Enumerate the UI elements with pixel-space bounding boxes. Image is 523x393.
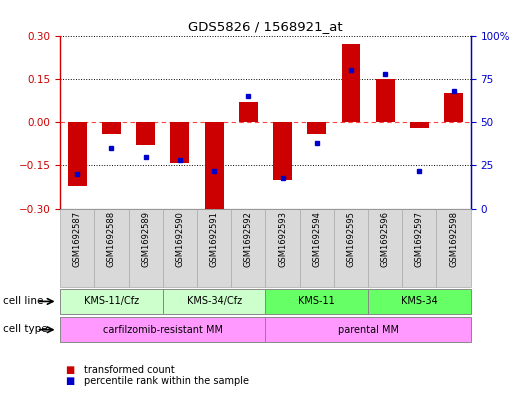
- Bar: [266, 209, 300, 287]
- Bar: [94, 209, 129, 287]
- Bar: [163, 209, 197, 287]
- Text: transformed count: transformed count: [84, 365, 175, 375]
- Text: GSM1692595: GSM1692595: [346, 211, 356, 267]
- Text: GSM1692587: GSM1692587: [73, 211, 82, 267]
- Bar: [239, 102, 258, 122]
- Bar: [368, 209, 402, 287]
- Text: GSM1692591: GSM1692591: [210, 211, 219, 267]
- Text: ■: ■: [65, 365, 75, 375]
- Bar: [342, 44, 360, 122]
- Bar: [308, 122, 326, 134]
- Bar: [60, 209, 94, 287]
- Bar: [231, 209, 266, 287]
- Text: KMS-11/Cfz: KMS-11/Cfz: [84, 296, 139, 307]
- Bar: [300, 209, 334, 287]
- Text: KMS-11: KMS-11: [298, 296, 335, 307]
- Text: ■: ■: [65, 376, 75, 386]
- Bar: [273, 122, 292, 180]
- Text: percentile rank within the sample: percentile rank within the sample: [84, 376, 248, 386]
- Bar: [163, 289, 266, 314]
- Bar: [60, 289, 163, 314]
- Text: GSM1692593: GSM1692593: [278, 211, 287, 267]
- Bar: [444, 94, 463, 122]
- Bar: [137, 122, 155, 145]
- Bar: [437, 209, 471, 287]
- Bar: [334, 209, 368, 287]
- Text: GSM1692588: GSM1692588: [107, 211, 116, 267]
- Text: GSM1692597: GSM1692597: [415, 211, 424, 267]
- Text: cell type: cell type: [3, 324, 47, 334]
- Text: parental MM: parental MM: [337, 325, 399, 335]
- Bar: [204, 122, 223, 209]
- Bar: [129, 209, 163, 287]
- Text: KMS-34/Cfz: KMS-34/Cfz: [187, 296, 242, 307]
- Text: carfilzomib-resistant MM: carfilzomib-resistant MM: [103, 325, 223, 335]
- Bar: [60, 317, 265, 342]
- Text: GSM1692592: GSM1692592: [244, 211, 253, 267]
- Bar: [102, 122, 121, 134]
- Bar: [266, 317, 471, 342]
- Bar: [402, 209, 437, 287]
- Text: GSM1692590: GSM1692590: [175, 211, 185, 267]
- Bar: [368, 289, 471, 314]
- Bar: [170, 122, 189, 163]
- Bar: [376, 79, 394, 122]
- Title: GDS5826 / 1568921_at: GDS5826 / 1568921_at: [188, 20, 343, 33]
- Text: GSM1692589: GSM1692589: [141, 211, 150, 267]
- Text: GSM1692598: GSM1692598: [449, 211, 458, 267]
- Bar: [266, 289, 368, 314]
- Text: GSM1692594: GSM1692594: [312, 211, 321, 267]
- Text: KMS-34: KMS-34: [401, 296, 438, 307]
- Bar: [197, 209, 231, 287]
- Text: cell line: cell line: [3, 296, 43, 306]
- Bar: [410, 122, 429, 128]
- Text: GSM1692596: GSM1692596: [381, 211, 390, 267]
- Bar: [68, 122, 87, 185]
